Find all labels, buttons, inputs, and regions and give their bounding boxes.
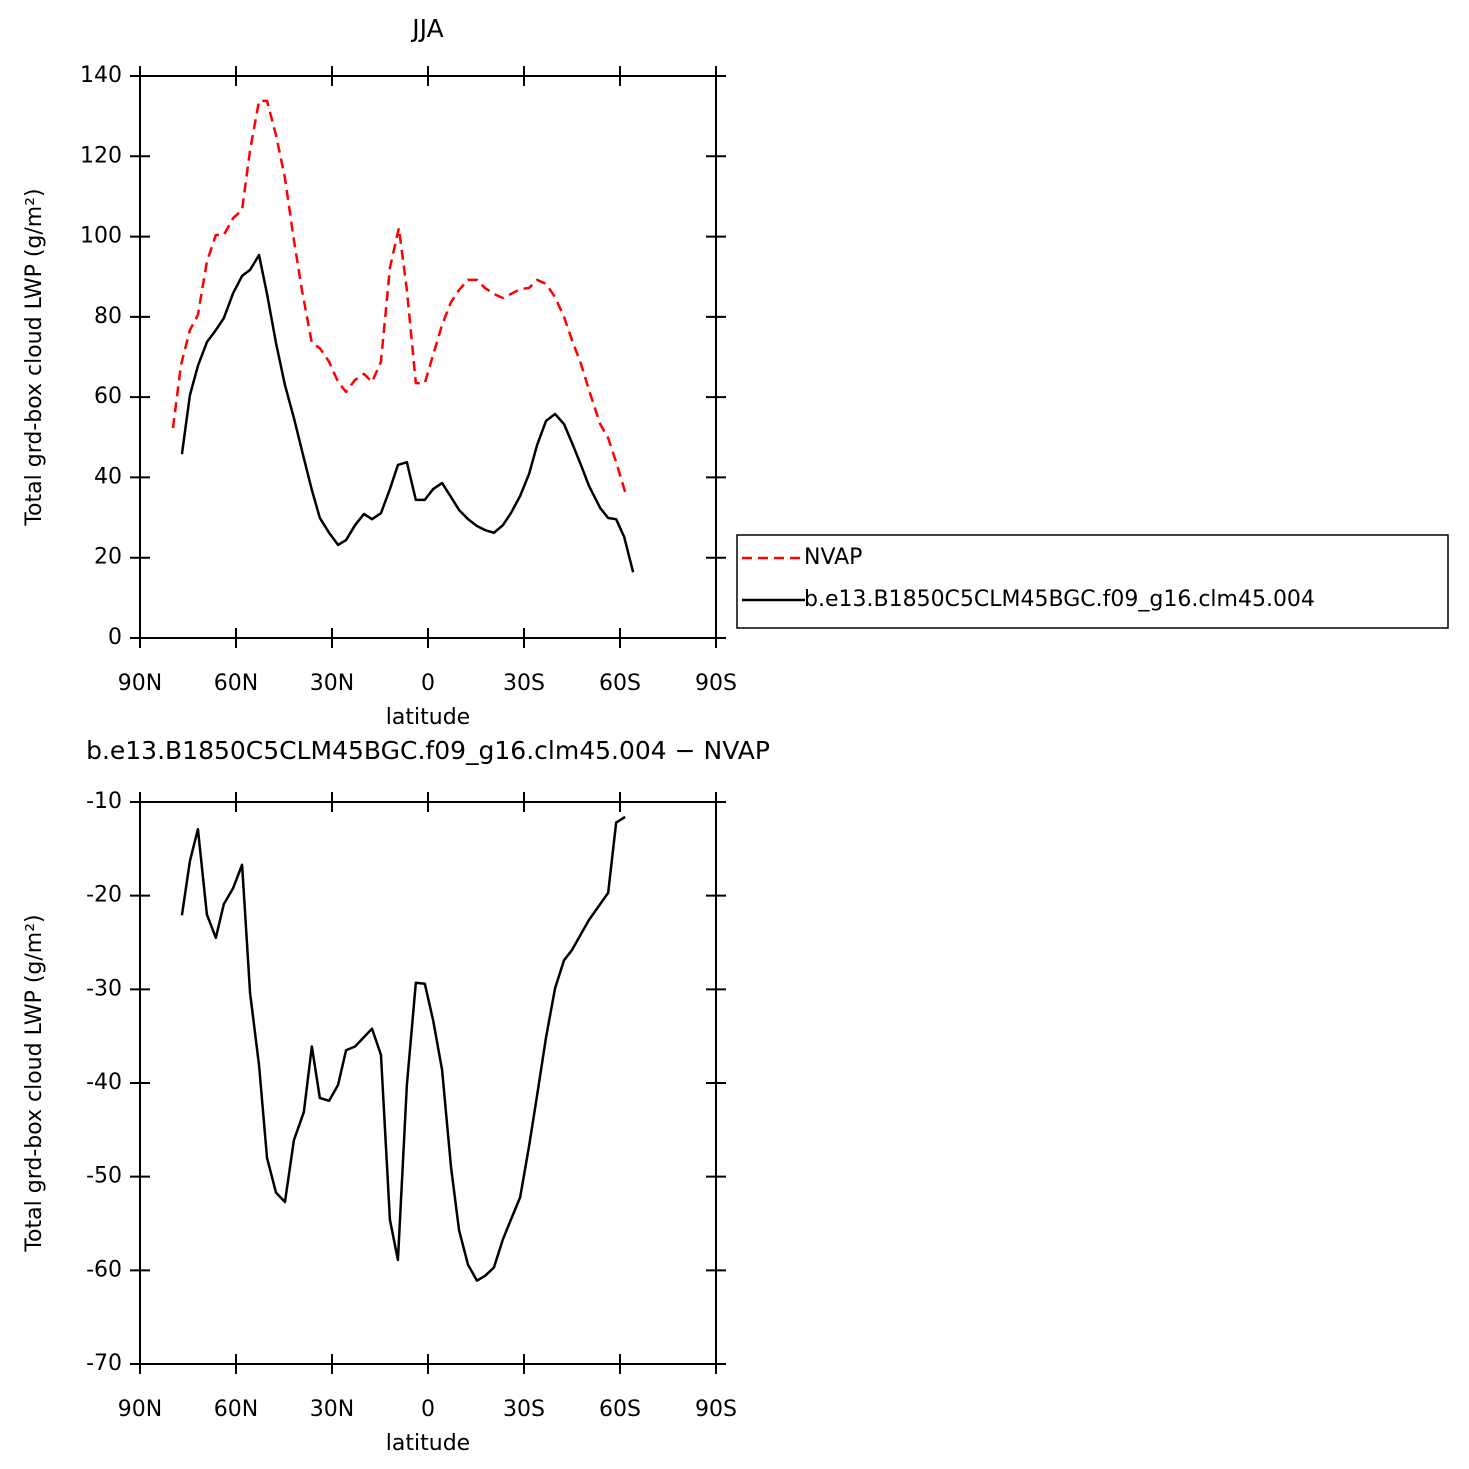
y-tick-label: 120 xyxy=(80,143,122,168)
y-axis-label: Total grd-box cloud LWP (g/m²) xyxy=(22,914,47,1252)
y-tick-label: 20 xyxy=(94,545,122,570)
x-tick-label: 0 xyxy=(421,671,435,696)
x-axis-label: latitude xyxy=(386,1431,470,1456)
legend-box xyxy=(736,534,1449,629)
x-tick-label: 60N xyxy=(214,671,258,696)
y-tick-label: 40 xyxy=(94,464,122,489)
chart-title: b.e13.B1850C5CLM45BGC.f09_g16.clm45.004 … xyxy=(86,736,770,765)
y-tick-label: 80 xyxy=(94,304,122,329)
y-tick-label: -50 xyxy=(86,1164,122,1189)
y-tick-label: -30 xyxy=(86,976,122,1001)
y-tick-label: -70 xyxy=(86,1351,122,1376)
y-tick-label: 100 xyxy=(80,224,122,249)
x-tick-label: 90N xyxy=(118,1397,162,1422)
y-tick-label: -40 xyxy=(86,1070,122,1095)
x-tick-label: 0 xyxy=(421,1397,435,1422)
data-line xyxy=(180,253,635,573)
x-tick-label: 60S xyxy=(599,1397,641,1422)
legend-label: b.e13.B1850C5CLM45BGC.f09_g16.clm45.004 xyxy=(804,587,1315,612)
x-tick-label: 30S xyxy=(503,1397,545,1422)
y-axis-label: Total grd-box cloud LWP (g/m²) xyxy=(22,188,47,526)
x-tick-label: 30N xyxy=(310,1397,354,1422)
data-line xyxy=(180,815,626,1282)
plot-frame xyxy=(139,801,717,1365)
y-tick-label: 140 xyxy=(80,63,122,88)
y-tick-label: -60 xyxy=(86,1257,122,1282)
y-tick-label: 60 xyxy=(94,384,122,409)
y-tick-label: 0 xyxy=(108,625,122,650)
x-axis-label: latitude xyxy=(386,705,470,730)
data-line xyxy=(171,99,627,493)
y-tick-label: -20 xyxy=(86,883,122,908)
x-tick-label: 60N xyxy=(214,1397,258,1422)
x-tick-label: 30S xyxy=(503,671,545,696)
y-tick-label: -10 xyxy=(86,789,122,814)
x-tick-label: 90S xyxy=(695,671,737,696)
x-tick-label: 60S xyxy=(599,671,641,696)
chart-title: JJA xyxy=(410,14,443,43)
x-tick-label: 90N xyxy=(118,671,162,696)
x-tick-label: 30N xyxy=(310,671,354,696)
legend-label: NVAP xyxy=(804,545,862,570)
x-tick-label: 90S xyxy=(695,1397,737,1422)
